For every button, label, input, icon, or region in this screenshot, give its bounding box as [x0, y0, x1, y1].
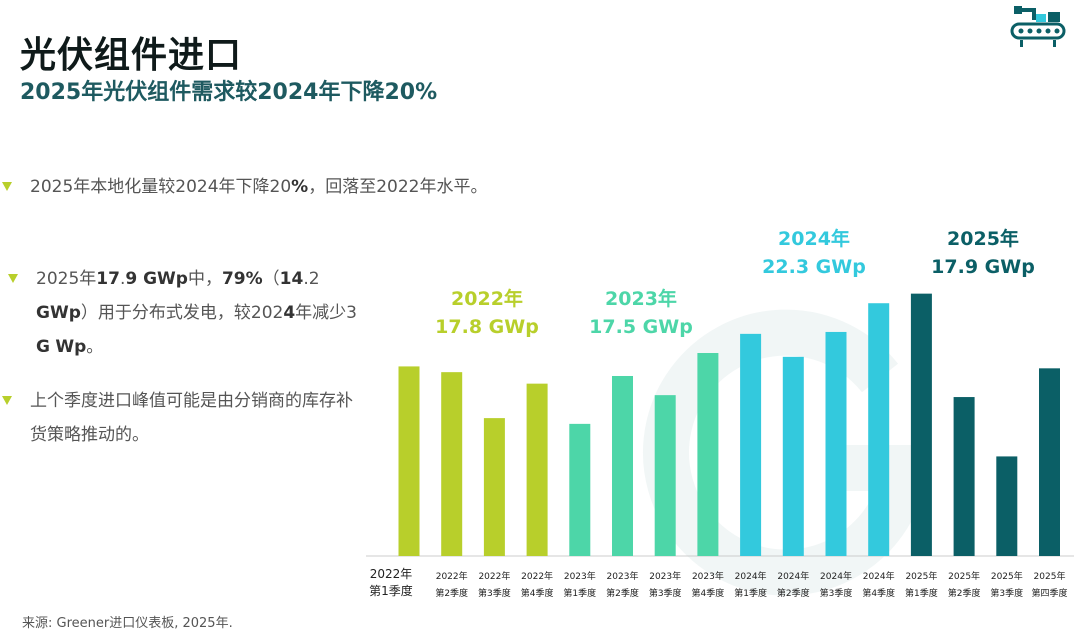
bullet-bold: G	[36, 337, 50, 357]
x-tick-label: 2023年第3季度	[649, 570, 682, 599]
bullet-bold: GWp	[36, 303, 81, 323]
bullet-text: .2	[303, 269, 320, 289]
bullet-inventory: 上个季度进口峰值可能是由分销商的库存补货策略推动的。	[2, 384, 360, 452]
bar-2024年-第3季度	[825, 331, 847, 556]
bullet-text: ）用于分布式发电，较202	[80, 303, 284, 323]
year-label-2: 2024年	[778, 227, 850, 250]
page-subtitle: 2025年光伏组件需求较2024年下降20%	[20, 80, 438, 105]
x-tick-label: 2025年第3季度	[990, 570, 1023, 599]
bullet-bold: 79%	[221, 269, 263, 289]
bullet-bold: Wp	[55, 337, 87, 357]
source-note: 来源: Greener进口仪表板, 2025年.	[22, 616, 233, 631]
page-title: 光伏组件进口	[20, 35, 243, 76]
year-total-2: 22.3 GWp	[762, 256, 866, 278]
bullet-marker-icon	[2, 396, 12, 405]
bar-2024年-第4季度	[868, 303, 890, 556]
x-tick-label: 2022年第2季度	[435, 570, 468, 599]
bullet-text: 上个季度进口峰值可能是由分销商的库存补货策略推动的。	[30, 391, 353, 445]
bullet-bold: 9 GWp	[125, 269, 188, 289]
bullet-distributed: 2025年17.9 GWp中，79%（14.2 GWp）用于分布式发电，较202…	[8, 262, 364, 364]
bar-2024年-第2季度	[782, 356, 804, 556]
x-tick-label: 2025年第2季度	[948, 570, 981, 599]
bullet-text: 中，	[187, 269, 222, 289]
year-total-3: 17.9 GWp	[931, 256, 1035, 278]
bullet-bold: 4	[283, 303, 296, 323]
bar-2022年-第3季度	[483, 418, 505, 556]
bullet-bold: 14	[279, 269, 304, 289]
bar-2022年-第4季度	[526, 383, 548, 556]
bar-2025年-第四季度	[1039, 368, 1060, 556]
bar-2022年-第1季度	[398, 366, 420, 556]
bullet-text: 年减少3	[295, 303, 357, 323]
year-label-3: 2025年	[947, 227, 1019, 250]
x-tick-label: 2022年第3季度	[478, 570, 511, 599]
x-tick-label: 2025年第四季度	[1031, 570, 1067, 599]
x-tick-label: 2023年第2季度	[606, 570, 639, 599]
x-tick-label: 2022年第4季度	[521, 570, 554, 599]
bar-2023年-第3季度	[654, 395, 676, 556]
x-tick-label: 2024年第1季度	[734, 570, 767, 599]
bullet-bold: 17	[96, 269, 120, 289]
bullet-text: 2025年本地化量较2024年下降20	[30, 177, 292, 197]
x-tick-label: 2024年第2季度	[777, 570, 810, 599]
bullet-text: 2025年	[36, 269, 97, 289]
x-tick-label: 2024年第4季度	[862, 570, 895, 599]
bullet-text: .	[119, 269, 126, 289]
bullet-text: （	[262, 269, 280, 289]
x-tick-label: 2024年第3季度	[820, 570, 853, 599]
bullet-marker-icon	[2, 182, 12, 191]
bullet-bold: %	[291, 177, 309, 197]
bar-2025年-第3季度	[996, 456, 1018, 556]
bar-2025年-第1季度	[910, 293, 932, 556]
bar-2024年-第1季度	[740, 333, 762, 556]
bar-2022年-第2季度	[441, 372, 463, 556]
bar-2023年-第2季度	[612, 375, 633, 556]
bullet-text: 。	[86, 337, 104, 357]
bar-2023年-第4季度	[697, 353, 719, 556]
x-tick-label: 2023年第1季度	[563, 570, 596, 599]
year-label-1: 2023年	[605, 287, 677, 310]
bar-2025年-第2季度	[953, 397, 975, 556]
factory-conveyor-icon	[1010, 6, 1066, 47]
bullet-localization: 2025年本地化量较2024年下降20%，回落至2022年水平。	[2, 170, 550, 204]
year-total-0: 17.8 GWp	[435, 316, 539, 338]
year-label-0: 2022年	[451, 287, 523, 310]
x-tick-label: 2025年第1季度	[905, 570, 938, 599]
year-total-1: 17.5 GWp	[589, 316, 693, 338]
bullet-text: ，回落至2022年水平。	[308, 177, 488, 197]
x-tick-label: 2023年第4季度	[692, 570, 725, 599]
bullet-marker-icon	[8, 274, 18, 283]
bar-2023年-第1季度	[569, 423, 591, 556]
x-tick-label: 2022年第1季度	[369, 567, 413, 598]
